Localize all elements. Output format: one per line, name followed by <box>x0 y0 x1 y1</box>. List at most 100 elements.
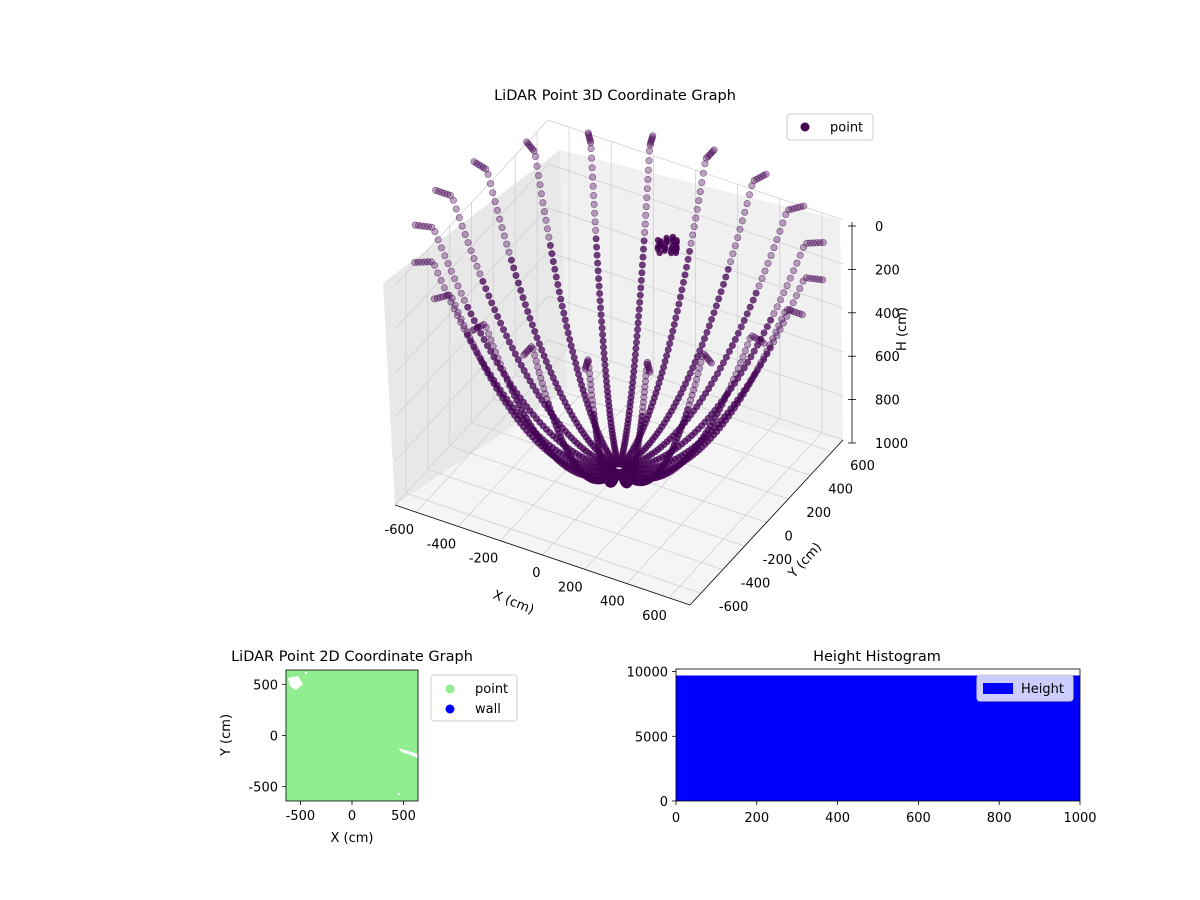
point-3d-r3-36 <box>728 341 736 349</box>
point-3d-r6-48 <box>642 203 650 211</box>
lidar-2d-plot: LiDAR Point 2D Coordinate Graph -500 0 500… <box>219 649 518 846</box>
point-3d-r2-46 <box>773 303 781 311</box>
point-3d-r6-45 <box>641 229 649 237</box>
point-3d-r10-52 <box>455 214 463 222</box>
point-3d-r10-50 <box>461 231 469 239</box>
point-3d-r13-47 <box>469 340 477 348</box>
y-tick-3d-6: 600 <box>850 459 875 474</box>
point-3d-r17-50 <box>641 383 649 391</box>
grid-h-1 <box>394 163 844 330</box>
point-3d-r2-48 <box>780 289 788 297</box>
point-3d-r7-53 <box>588 154 596 162</box>
point-3d-r7-51 <box>589 173 597 181</box>
point-3d-r10-46 <box>473 262 481 270</box>
point-3d-r3-34 <box>722 353 730 361</box>
point-3d-r10-45 <box>476 270 484 278</box>
point-3d-r6-50 <box>643 185 651 193</box>
y-tick-3d-1: -400 <box>741 577 771 592</box>
x-tick-hist-3: 600 <box>906 811 931 826</box>
histogram-title: Height Histogram <box>813 649 941 665</box>
point-3d-r10-60 <box>432 186 440 194</box>
point-3d-r5-29 <box>663 352 671 360</box>
point-3d-r10-51 <box>458 222 466 230</box>
point-3d-r8-47 <box>542 216 550 224</box>
point-3d-r11-46 <box>457 289 465 297</box>
point-3d-r9-43 <box>510 264 518 272</box>
point-3d-r13-60 <box>430 295 438 303</box>
point-3d-r5-27 <box>660 363 668 371</box>
point-3d-r4-43 <box>722 273 730 281</box>
point-3d-r1-53 <box>796 284 804 292</box>
point-3d-r14-50 <box>492 348 500 356</box>
cluster-point-20 <box>669 233 677 241</box>
x-tick-3d-2: -200 <box>469 552 499 567</box>
point-3d-r2-43 <box>763 323 771 331</box>
lidar-3d-plot: LiDAR Point 3D Coordinate Graph -600 -400… <box>383 88 910 624</box>
point-3d-r5-34 <box>670 320 678 328</box>
point-3d-r15-50 <box>535 369 543 377</box>
point-3d-r5-45 <box>687 239 695 247</box>
point-3d-r6-31 <box>633 332 641 340</box>
point-3d-r4-48 <box>734 234 742 242</box>
point-3d-r8-39 <box>554 280 562 288</box>
legend-2d: point wall <box>430 674 518 722</box>
point-3d-r10-32 <box>514 356 522 364</box>
point-3d-r7-37 <box>596 289 604 297</box>
point-3d-r8-32 <box>564 329 572 337</box>
z-tick-3d-0: 0 <box>875 220 883 235</box>
point-3d-r3-48 <box>764 259 772 267</box>
point-3d-r14-53 <box>484 330 492 338</box>
point-3d-r7-28 <box>600 349 608 357</box>
point-3d-r11-48 <box>451 275 459 283</box>
point-3d-r18-53 <box>697 358 705 366</box>
point-3d-r6-44 <box>640 237 648 245</box>
point-3d-r10-44 <box>479 277 487 285</box>
point-3d-r2-38 <box>747 353 755 361</box>
point-3d-r3-44 <box>752 289 760 297</box>
y-tick-2d-2: -500 <box>248 781 278 796</box>
point-3d-r1-60 <box>819 276 827 284</box>
x-tick-3d-4: 200 <box>558 580 583 595</box>
point-3d-r2-37 <box>744 358 752 366</box>
point-3d-r5-47 <box>690 223 698 231</box>
point-3d-r8-30 <box>567 342 575 350</box>
point-3d-r2-44 <box>767 316 775 324</box>
y-tick-2d-0: 500 <box>253 678 278 693</box>
point-3d-r6-28 <box>631 351 639 359</box>
point-3d-r18-51 <box>694 370 702 378</box>
x-tick-hist-4: 800 <box>987 811 1012 826</box>
z-tick-3d-4: 800 <box>875 394 900 409</box>
point-3d-r3-51 <box>773 236 781 244</box>
point-3d-r7-40 <box>594 267 602 275</box>
point-3d-r5-40 <box>679 278 687 286</box>
point-3d-r2-36 <box>740 364 748 372</box>
point-3d-r9-35 <box>528 321 536 329</box>
point-3d-r5-52 <box>698 179 706 187</box>
point-3d-r18-47 <box>688 391 696 399</box>
point-3d-r8-43 <box>548 250 556 258</box>
point-3d-r9-53 <box>486 180 494 188</box>
point-3d-r6-30 <box>632 338 640 346</box>
point-3d-r9-47 <box>500 232 508 240</box>
point-3d-r9-30 <box>540 352 548 360</box>
point-3d-r5-50 <box>695 197 703 205</box>
point-3d-r5-32 <box>667 333 675 341</box>
point-3d-r2-53 <box>796 251 804 259</box>
point-3d-r7-44 <box>592 235 600 243</box>
point-3d-r6-41 <box>638 261 646 269</box>
point-3d-r11-44 <box>464 303 472 311</box>
point-3d-r4-35 <box>703 328 711 336</box>
point-3d-r10-35 <box>505 338 513 346</box>
point-3d-r10-37 <box>499 326 507 334</box>
point-3d-r3-50 <box>770 244 778 252</box>
cluster-point-24 <box>656 249 663 256</box>
point-3d-r8-53 <box>533 162 541 170</box>
lidar-2d-fill <box>286 670 418 801</box>
point-3d-r5-31 <box>666 340 674 348</box>
z-tick-3d-2: 400 <box>875 307 900 322</box>
point-3d-r11-38 <box>483 342 491 350</box>
point-3d-r9-42 <box>512 271 520 279</box>
point-3d-r9-52 <box>489 189 497 197</box>
point-3d-r6-38 <box>637 284 645 292</box>
